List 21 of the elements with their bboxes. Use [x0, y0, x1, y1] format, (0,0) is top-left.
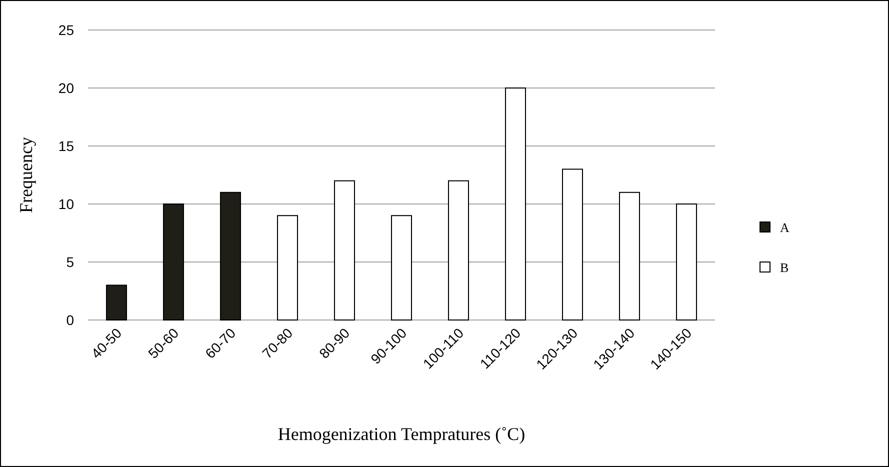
bar	[163, 204, 184, 320]
legend-label: B	[780, 260, 789, 275]
y-axis-title: Frequency	[16, 137, 36, 213]
y-tick-label: 10	[58, 196, 74, 212]
y-tick-label: 20	[58, 80, 74, 96]
bar	[505, 88, 526, 320]
bar	[391, 215, 412, 320]
bar	[562, 168, 583, 320]
y-tick-label: 0	[66, 312, 74, 328]
x-axis-title: Hemogenization Tempratures (˚C)	[278, 424, 526, 444]
y-tick-label: 5	[66, 254, 74, 270]
bar	[448, 180, 469, 320]
y-tick-label: 15	[58, 138, 74, 154]
bar	[676, 204, 697, 320]
bar	[619, 192, 640, 320]
legend-label: A	[780, 220, 790, 235]
bar	[334, 180, 355, 320]
bar	[277, 215, 298, 320]
bar	[106, 284, 127, 320]
bar	[220, 192, 241, 320]
y-tick-label: 25	[58, 22, 74, 38]
